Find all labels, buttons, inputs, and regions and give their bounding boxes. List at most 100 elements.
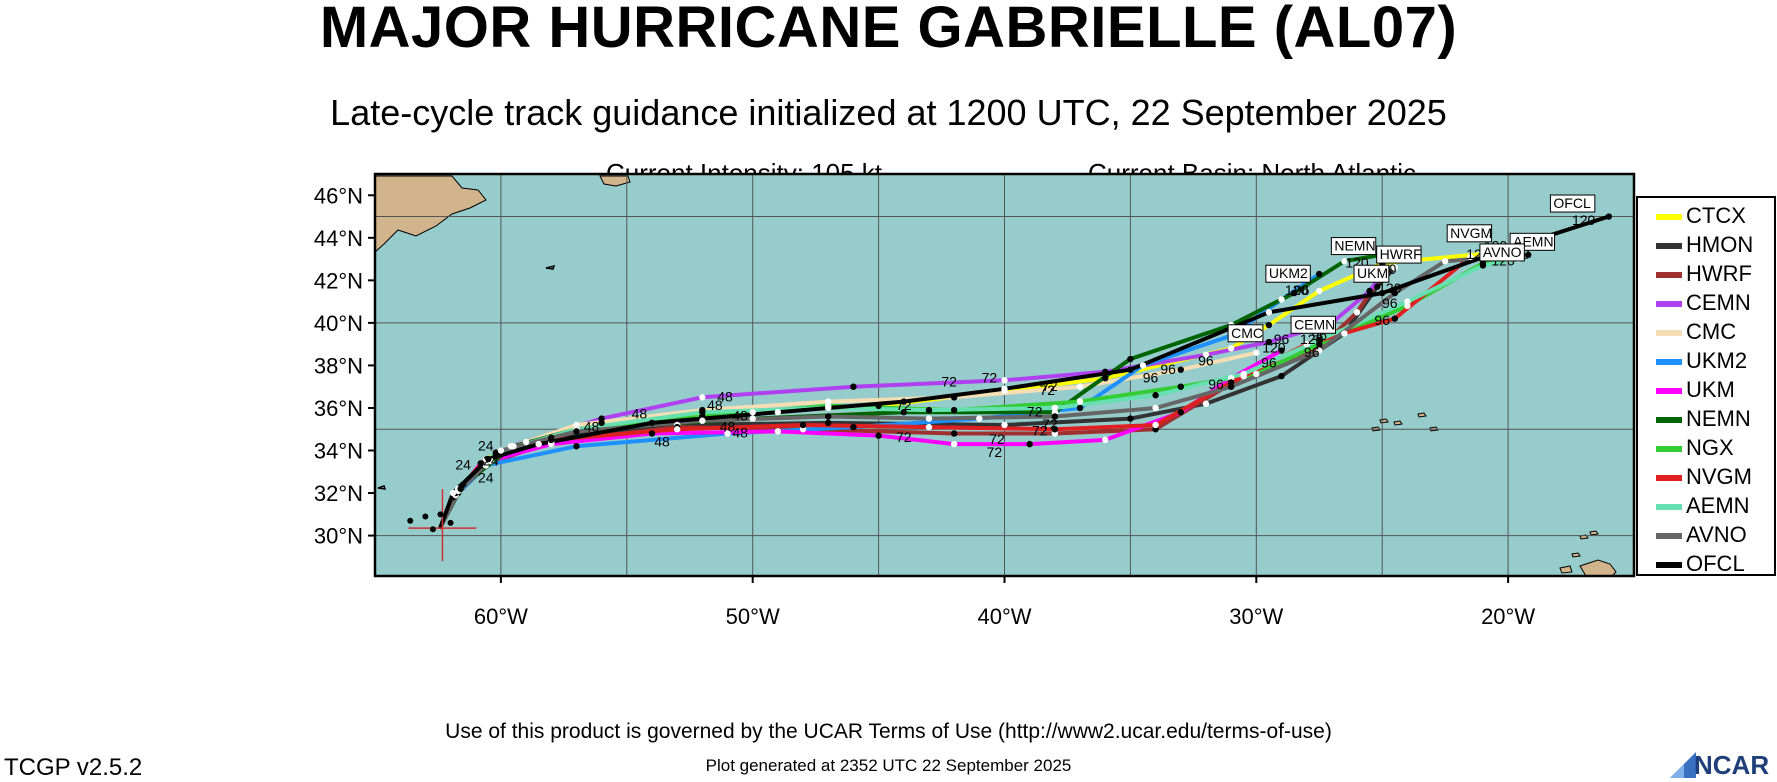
model-end-label-box <box>1479 243 1525 262</box>
forecast-point <box>699 394 706 401</box>
forecast-hour-label: 120 <box>1378 280 1402 296</box>
forecast-hour-label: 72 <box>896 429 912 445</box>
forecast-point <box>900 398 907 405</box>
legend-swatch <box>1656 504 1682 511</box>
initial-position-point <box>447 519 454 526</box>
forecast-point <box>1227 383 1235 390</box>
forecast-point <box>497 447 505 454</box>
legend-item-aemn: AEMN <box>1656 494 1750 518</box>
forecast-point <box>925 406 933 414</box>
forecast-hour-label: 72 <box>989 431 1005 447</box>
forecast-hour-label: 96 <box>1261 355 1277 371</box>
forecast-point <box>1127 415 1134 422</box>
lat-tick-label: 44°N <box>314 226 363 251</box>
forecast-point <box>749 415 756 422</box>
forecast-point <box>1265 338 1273 346</box>
forecast-point <box>573 428 580 435</box>
forecast-hour-label: 48 <box>707 397 723 413</box>
legend-label: OFCL <box>1686 551 1745 576</box>
forecast-hour-label: 96 <box>1304 344 1320 360</box>
forecast-hour-label: 96 <box>1294 282 1310 298</box>
canary-island <box>1559 565 1573 574</box>
forecast-hour-label: 120 <box>1285 282 1309 298</box>
small-island <box>1379 418 1389 424</box>
legend-swatch <box>1656 446 1682 453</box>
legend-item-ofcl: OFCL <box>1656 552 1745 576</box>
page-title: MAJOR HURRICANE GABRIELLE (AL07) <box>319 0 1458 60</box>
model-end-label-box <box>1446 224 1493 243</box>
forecast-point <box>950 394 958 401</box>
legend-swatch <box>1656 359 1682 366</box>
forecast-point <box>457 485 464 492</box>
forecast-point <box>1278 296 1285 303</box>
forecast-point <box>699 409 706 416</box>
forecast-point <box>1391 289 1398 297</box>
forecast-point <box>1605 213 1613 220</box>
forecast-hour-label: 72 <box>987 444 1003 460</box>
forecast-point <box>449 489 457 497</box>
legend-item-cemn: CEMN <box>1656 291 1751 315</box>
legend-label: HWRF <box>1686 261 1752 286</box>
forecast-point <box>850 383 857 390</box>
legend-swatch <box>1656 388 1682 395</box>
forecast-point <box>1076 404 1084 412</box>
legend-swatch <box>1656 562 1682 569</box>
terms-of-use: Use of this product is governed by the U… <box>445 720 1332 743</box>
legend-item-avno: AVNO <box>1656 523 1747 547</box>
legend-swatch <box>1656 301 1682 308</box>
bermuda-island <box>377 264 556 490</box>
forecast-hour-label: 24 <box>455 457 471 473</box>
forecast-hour-label: 48 <box>732 425 748 441</box>
forecast-hour-label: 24 <box>478 469 494 485</box>
forecast-point <box>1202 400 1210 407</box>
forecast-point <box>1240 370 1247 378</box>
legend-item-hwrf: HWRF <box>1656 262 1752 286</box>
legend-label: NVGM <box>1686 464 1752 489</box>
forecast-point <box>1479 262 1487 269</box>
forecast-hour-label: 72 <box>1032 423 1048 439</box>
forecast-point <box>1102 368 1109 376</box>
forecast-point <box>1001 377 1008 384</box>
forecast-point <box>1051 404 1059 412</box>
forecast-point <box>976 415 983 422</box>
forecast-hour-label: 48 <box>717 389 733 405</box>
forecast-point <box>485 455 492 463</box>
forecast-point <box>825 413 832 420</box>
forecast-point <box>950 406 958 414</box>
forecast-point <box>1102 436 1109 444</box>
model-end-label: UKM2 <box>1269 265 1308 281</box>
newfoundland-landmass <box>374 175 487 254</box>
forecast-point <box>1290 289 1298 297</box>
lon-tick-label: 30°W <box>1229 604 1283 629</box>
model-end-label-box <box>1549 194 1596 213</box>
forecast-point <box>1202 351 1210 358</box>
forecast-point <box>1366 287 1373 295</box>
forecast-point <box>548 436 555 444</box>
forecast-hour-label: 72 <box>1042 378 1058 394</box>
forecast-point <box>1051 426 1059 433</box>
legend-item-nemn: NEMN <box>1656 407 1751 431</box>
small-island <box>1589 530 1599 536</box>
forecast-point <box>850 423 857 431</box>
legend-label: CEMN <box>1686 290 1751 315</box>
forecast-hour-label: 96 <box>1198 352 1214 368</box>
forecast-point <box>1467 253 1474 261</box>
forecast-point <box>1278 347 1285 354</box>
forecast-hour-label: 96 <box>1374 312 1390 328</box>
legend-item-hmon: HMON <box>1656 233 1753 257</box>
legend-swatch <box>1656 533 1682 540</box>
forecast-point <box>673 426 681 433</box>
forecast-point <box>648 419 656 427</box>
forecast-point <box>522 438 530 446</box>
forecast-point <box>699 417 706 424</box>
forecast-point <box>1253 349 1260 356</box>
forecast-hour-label: 96 <box>1382 295 1398 311</box>
forecast-point <box>1265 321 1273 329</box>
forecast-point <box>1316 347 1323 354</box>
forecast-point <box>1001 421 1008 429</box>
island-north <box>599 175 631 187</box>
legend-label: NGX <box>1686 435 1734 460</box>
forecast-hour-label: 72 <box>1040 382 1056 398</box>
forecast-point <box>1253 370 1260 378</box>
